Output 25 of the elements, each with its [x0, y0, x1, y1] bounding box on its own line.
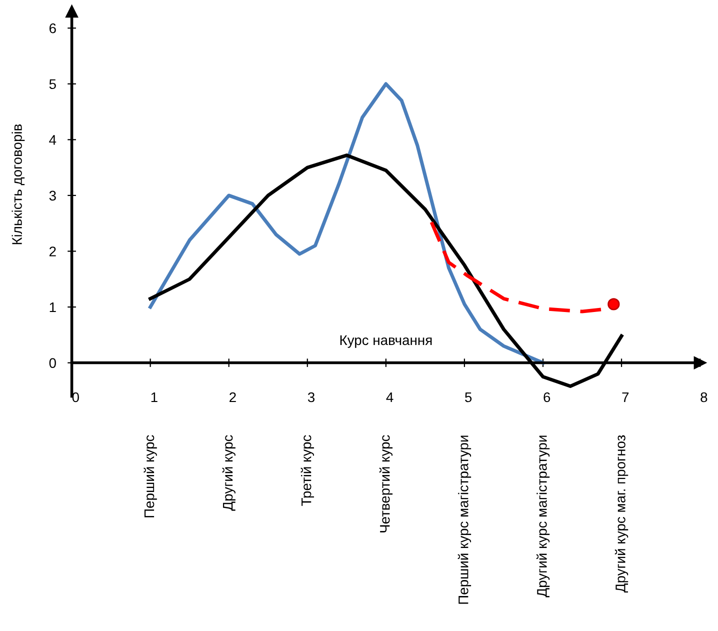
text: Другий курс маг. прогноз	[614, 435, 628, 593]
text: Перший курс магістратури	[458, 436, 472, 604]
line-series	[148, 82, 545, 365]
y-tick-label: 0	[49, 358, 56, 368]
x-axis-title: Курс навчання	[340, 335, 432, 348]
text: Другий курс	[222, 435, 236, 511]
y-tick-label: 2	[49, 246, 56, 256]
text: Другий курс магістратури	[536, 436, 550, 598]
x-tick-label: 3	[308, 392, 315, 402]
text: Перший курс	[144, 435, 157, 518]
y-tick-label: 5	[49, 79, 56, 90]
text: Третій курс	[300, 435, 314, 506]
y-tick-label: 4	[49, 135, 56, 145]
y-tick-label: 1	[50, 302, 56, 312]
y-tick-label: 6	[50, 23, 56, 34]
x-tick-label: 7	[622, 392, 629, 402]
x-tick-label: 2	[230, 392, 236, 402]
x-tick-label: 6	[544, 392, 550, 402]
y-axis-title: Кількість договорів	[12, 124, 25, 244]
x-tick-label: 1	[151, 392, 158, 402]
y-tick-label: 3	[49, 190, 56, 201]
x-tick-label: 5	[465, 392, 472, 402]
x-tick-label: 8	[700, 392, 708, 402]
text: Четвертий курс	[379, 435, 393, 532]
x-tick-label: 4	[386, 392, 394, 402]
